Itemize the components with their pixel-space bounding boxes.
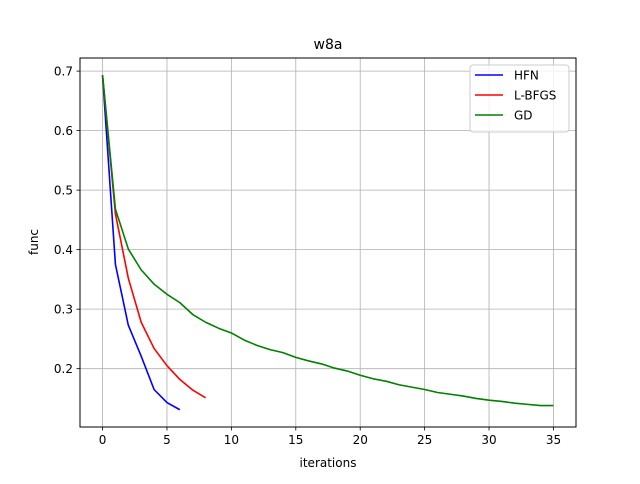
plot-frame: [79, 57, 577, 428]
chart-title: w8a: [314, 37, 343, 53]
series-line-gd: [101, 75, 554, 407]
y-tick-label: 0.2: [54, 362, 73, 376]
x-tick-label: 20: [353, 433, 368, 447]
y-tick-label: 0.7: [54, 65, 73, 79]
legend-label: L-BFGS: [514, 89, 556, 103]
plot-lines: [101, 75, 554, 411]
y-tick-label: 0.3: [54, 303, 73, 317]
x-tick-label: 5: [163, 433, 171, 447]
x-tick-label: 10: [224, 433, 239, 447]
y-tick-label: 0.5: [54, 184, 73, 198]
legend-label: GD: [514, 109, 533, 123]
x-tick-label: 35: [546, 433, 561, 447]
y-tick-label: 0.4: [54, 243, 73, 257]
x-tick-label: 0: [99, 433, 107, 447]
series-line-l-bfgs: [101, 75, 207, 399]
legend-label: HFN: [514, 69, 539, 83]
y-axis-label: func: [27, 229, 41, 255]
y-tick-label: 0.6: [54, 124, 73, 138]
x-tick-label: 15: [288, 433, 303, 447]
x-axis-label: iterations: [300, 456, 357, 470]
legend: HFN L-BFGS GD: [469, 64, 570, 133]
x-tick-label: 30: [481, 433, 496, 447]
x-axis-ticks: 0 5 10 15 20 25 30 35: [99, 427, 561, 447]
series-line-hfn: [101, 75, 181, 411]
x-tick-label: 25: [417, 433, 432, 447]
y-axis-ticks: 0.2 0.3 0.4 0.5 0.6 0.7: [54, 65, 80, 376]
